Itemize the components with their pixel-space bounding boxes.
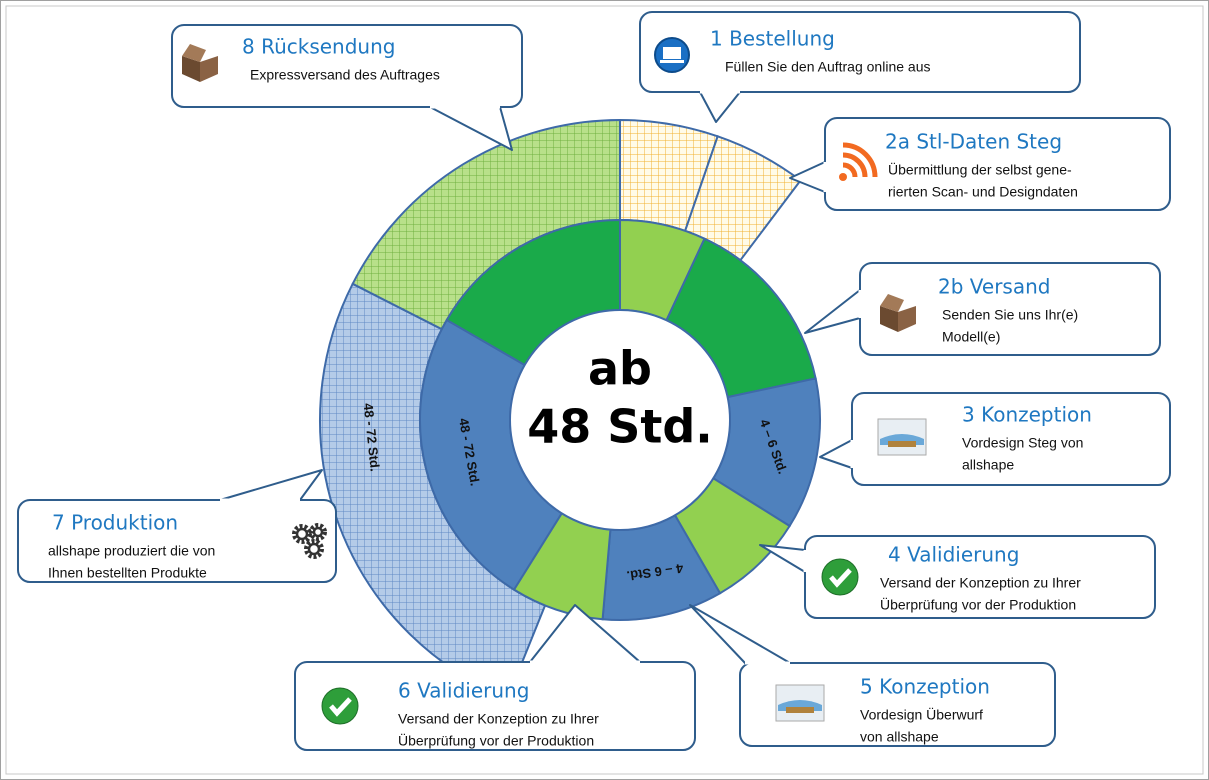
icon (786, 707, 814, 713)
callout-title: 3 Konzeption (962, 403, 1092, 427)
callout-title: 1 Bestellung (710, 27, 835, 51)
callout-title: 2b Versand (938, 275, 1050, 299)
callout-text: Vordesign Steg von (962, 435, 1083, 451)
icon (660, 60, 684, 63)
callout-text: allshape (962, 457, 1014, 473)
callout-text: Füllen Sie den Auftrag online aus (725, 59, 930, 75)
callout-text: Übermittlung der selbst gene- (888, 161, 1072, 178)
callout-title: 7 Produktion (52, 511, 178, 535)
callout-text: allshape produziert die von (48, 543, 215, 559)
icon (888, 441, 916, 447)
icon (839, 173, 847, 181)
callout-text: Versand der Konzeption zu Ihrer (398, 711, 599, 727)
callout: 3 Konzeption Vordesign Steg von allshape (820, 393, 1170, 485)
icon (822, 559, 858, 595)
callout-title: 5 Konzeption (860, 675, 990, 699)
center-text: 48 Std. (527, 400, 713, 454)
callout-text: von allshape (860, 729, 939, 745)
callout-text: Vordesign Überwurf (860, 706, 983, 723)
callout-box (640, 12, 1080, 92)
callout: 4 Validierung Versand der Konzeption zu I… (760, 536, 1155, 618)
diagram: 4 – 6 Std.4 – 6 Std.48 - 72 Std.48 - 72 … (0, 0, 1209, 780)
callout: 2a Stl-Daten Steg Übermittlung der selbst… (790, 118, 1170, 210)
callout-text: rierten Scan- und Designdaten (888, 184, 1078, 200)
callout-title: 4 Validierung (888, 543, 1019, 567)
callout-text: Überprüfung vor der Produktion (880, 596, 1076, 613)
callout-title: 6 Validierung (398, 679, 529, 703)
callout-text: Modell(e) (942, 329, 1000, 345)
callout-text: Expressversand des Auftrages (250, 67, 440, 83)
callout-text: Versand der Konzeption zu Ihrer (880, 575, 1081, 591)
callout-text: Ihnen bestellten Produkte (48, 565, 207, 581)
callout-title: 8 Rücksendung (242, 35, 395, 59)
callout-text: Überprüfung vor der Produktion (398, 732, 594, 749)
icon (663, 47, 681, 59)
icon (322, 688, 358, 724)
center-text: ab (588, 342, 652, 396)
callout-title: 2a Stl-Daten Steg (885, 130, 1062, 154)
callout-text: Senden Sie uns Ihr(e) (942, 307, 1078, 323)
